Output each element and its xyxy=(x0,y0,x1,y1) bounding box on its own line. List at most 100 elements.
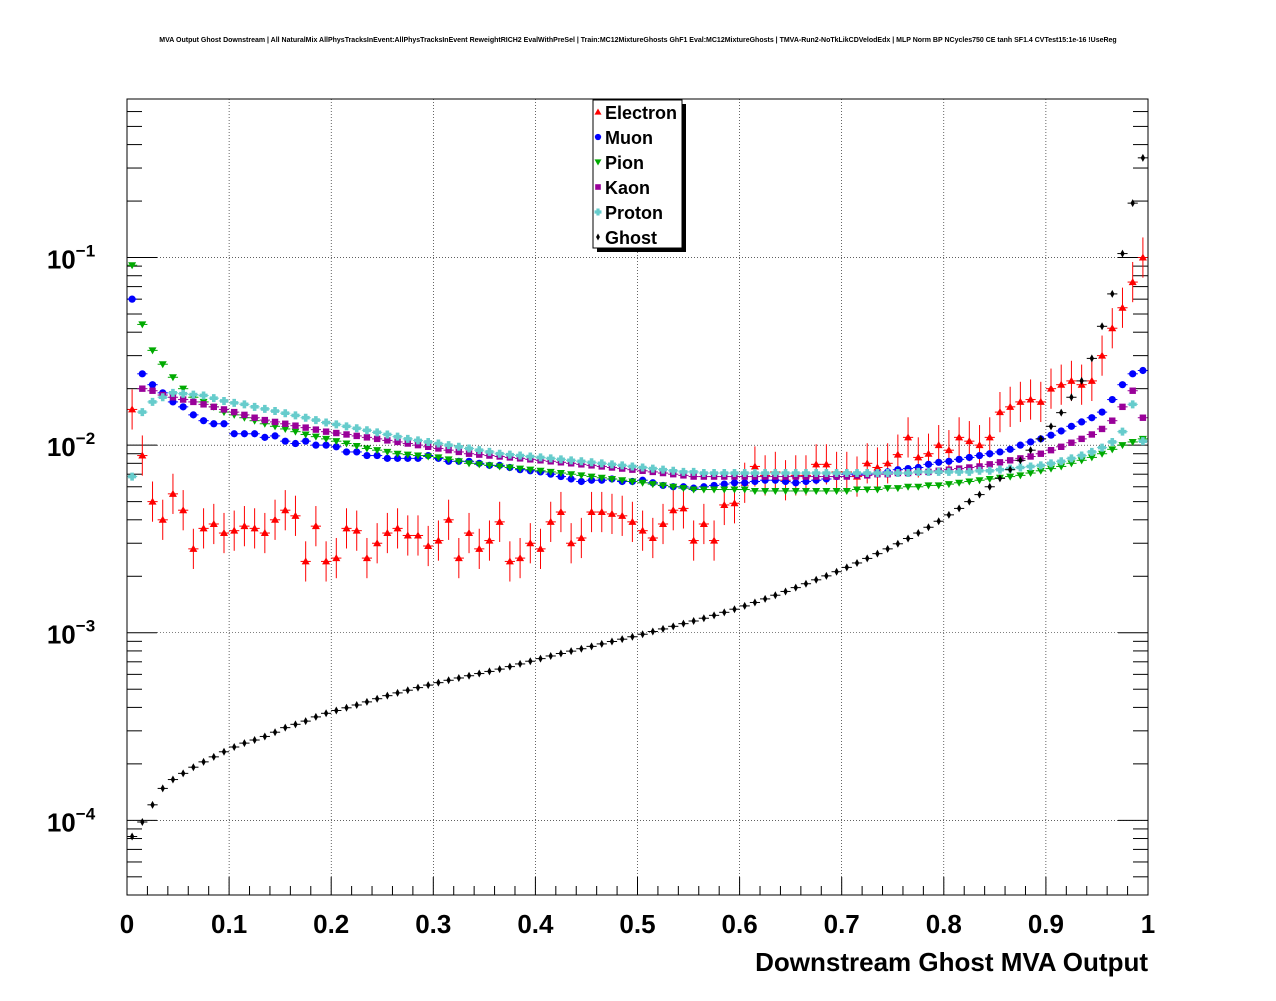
data-point-ghost xyxy=(507,662,513,671)
x-tick-label: 0 xyxy=(120,909,134,939)
data-point-kaon xyxy=(190,398,197,406)
data-point-pion xyxy=(659,482,668,490)
data-point-pion xyxy=(699,486,708,494)
data-point-pion xyxy=(158,361,167,369)
data-point-ghost xyxy=(1038,434,1043,443)
data-point-ghost xyxy=(956,504,962,513)
data-point-proton xyxy=(699,469,708,478)
data-point-pion xyxy=(475,461,484,469)
data-point-kaon xyxy=(966,464,973,471)
data-point-proton xyxy=(669,466,678,475)
data-point-pion xyxy=(424,453,433,461)
data-point-ghost xyxy=(1018,456,1023,465)
data-point-electron xyxy=(995,408,1004,416)
series-layer xyxy=(127,153,1148,841)
data-point-ghost xyxy=(344,703,349,712)
data-point-electron xyxy=(465,529,474,537)
data-point-electron xyxy=(812,460,821,468)
data-point-pion xyxy=(311,433,320,441)
data-point-pion xyxy=(965,478,974,486)
data-point-pion xyxy=(740,486,749,494)
data-point-kaon xyxy=(312,426,320,433)
data-point-ghost xyxy=(732,605,737,614)
data-point-pion xyxy=(607,475,616,483)
data-point-proton xyxy=(740,469,749,478)
data-point-kaon xyxy=(1098,425,1106,433)
data-point-ghost xyxy=(773,591,778,600)
data-point-ghost xyxy=(977,490,982,499)
data-point-ghost xyxy=(1089,354,1095,363)
data-point-proton xyxy=(179,389,188,398)
data-point-electron xyxy=(883,459,892,467)
data-point-ghost xyxy=(405,686,410,695)
data-point-kaon xyxy=(384,437,391,444)
data-point-ghost xyxy=(293,720,298,729)
data-point-kaon xyxy=(139,385,146,392)
data-point-electron xyxy=(1016,397,1025,405)
data-point-proton xyxy=(1036,461,1045,470)
data-point-proton xyxy=(597,459,606,468)
data-point-pion xyxy=(975,477,984,485)
data-point-proton xyxy=(812,469,821,478)
data-point-electron xyxy=(944,446,953,454)
data-point-proton xyxy=(138,408,147,417)
grid-layer xyxy=(127,99,1148,895)
data-point-electron xyxy=(975,441,984,449)
data-point-proton xyxy=(822,469,831,478)
x-tick-label: 0.8 xyxy=(926,909,962,939)
data-point-ghost xyxy=(446,676,451,685)
data-point-kaon xyxy=(261,416,269,424)
data-point-ghost xyxy=(1130,199,1135,208)
data-point-ghost xyxy=(905,534,911,543)
data-point-ghost xyxy=(803,579,809,588)
data-point-muon xyxy=(1118,381,1127,389)
data-point-electron xyxy=(1067,376,1076,384)
data-point-proton xyxy=(271,407,280,416)
data-point-proton xyxy=(842,469,851,478)
data-point-pion xyxy=(536,467,545,475)
data-point-ghost xyxy=(528,657,533,666)
data-point-muon xyxy=(240,430,249,438)
data-point-electron xyxy=(1026,395,1035,403)
data-point-electron xyxy=(352,526,361,534)
data-point-pion xyxy=(403,451,412,459)
data-point-electron xyxy=(250,524,259,532)
data-point-pion xyxy=(904,483,913,491)
data-point-pion xyxy=(516,465,525,473)
data-point-muon xyxy=(312,441,320,449)
data-point-proton xyxy=(904,469,913,478)
data-point-kaon xyxy=(169,394,177,401)
data-point-proton xyxy=(168,388,177,397)
data-point-ghost xyxy=(272,728,278,737)
data-point-pion xyxy=(138,321,147,329)
data-point-muon xyxy=(1067,422,1076,430)
data-point-muon xyxy=(1006,445,1014,453)
data-point-electron xyxy=(393,524,402,532)
data-point-proton xyxy=(291,411,300,420)
data-point-ghost xyxy=(548,651,553,660)
data-point-electron xyxy=(669,506,678,514)
data-point-pion xyxy=(934,482,943,490)
data-point-kaon xyxy=(149,387,156,394)
data-point-proton xyxy=(781,469,790,478)
data-point-ghost xyxy=(415,683,421,692)
data-point-kaon xyxy=(1068,439,1075,446)
data-point-proton xyxy=(679,467,688,476)
data-point-muon xyxy=(393,454,402,462)
data-point-electron xyxy=(730,499,739,507)
data-point-electron xyxy=(209,519,218,527)
data-point-proton xyxy=(383,430,392,439)
data-point-pion xyxy=(842,487,851,495)
data-point-electron xyxy=(679,504,688,512)
data-point-proton xyxy=(332,420,341,429)
data-point-electron xyxy=(301,557,310,565)
data-point-kaon xyxy=(179,396,187,403)
data-point-pion xyxy=(883,485,892,493)
data-point-proton xyxy=(1026,462,1035,471)
data-point-ghost xyxy=(844,563,850,572)
data-point-muon xyxy=(128,295,136,303)
data-point-electron xyxy=(311,522,320,530)
data-point-pion xyxy=(944,481,953,489)
data-point-ghost xyxy=(865,554,870,563)
data-point-muon xyxy=(342,448,351,456)
